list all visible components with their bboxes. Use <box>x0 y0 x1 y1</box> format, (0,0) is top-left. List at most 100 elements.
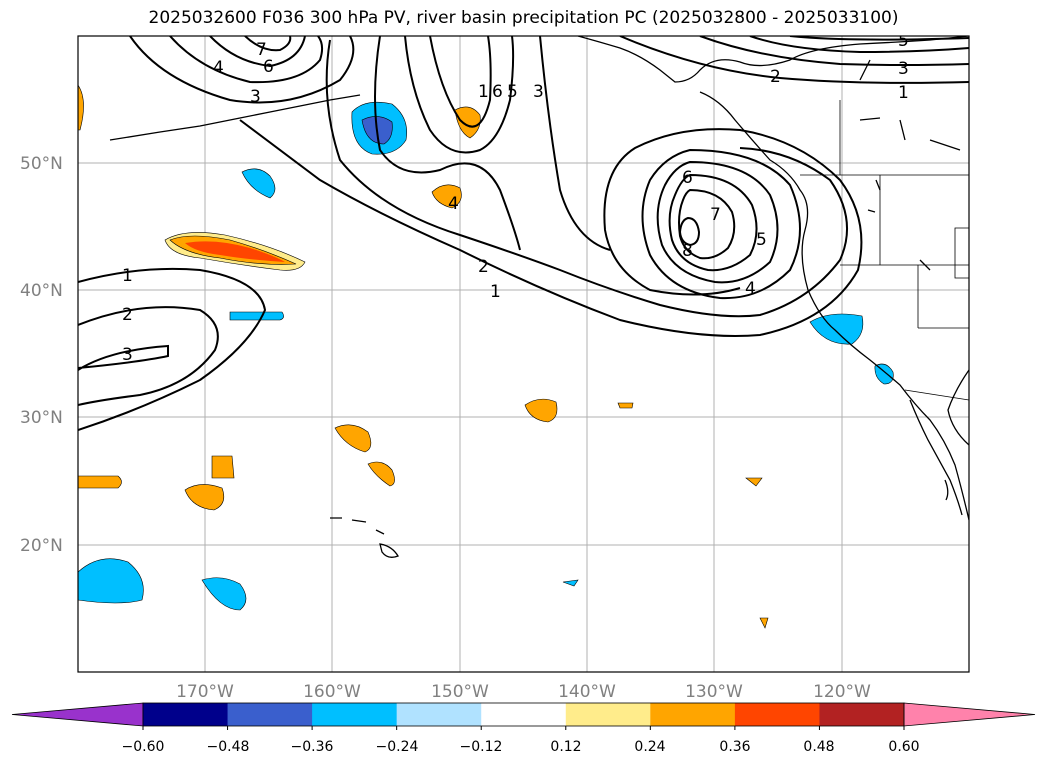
pv-contour-6-low <box>668 173 758 272</box>
pv-contour-5-low <box>656 160 779 284</box>
pv-contour-5-ne <box>789 36 969 41</box>
contour-label: 7 <box>256 40 267 60</box>
colorbar-extend-max <box>903 702 1036 727</box>
colorbar-tick: 0.12 <box>550 739 581 755</box>
lon-label: 120°W <box>813 682 871 702</box>
contour-label: 3 <box>898 59 909 79</box>
contour-label: 8 <box>682 241 693 261</box>
contour-label: 6 <box>492 82 503 102</box>
pv-contour-6-mid <box>429 36 492 128</box>
pv-contour-3-west <box>78 344 169 371</box>
pv-contour-3-east <box>539 36 611 251</box>
lat-label: 30°N <box>20 408 63 428</box>
colorbar-tick: −0.12 <box>460 739 503 755</box>
baja-peninsula <box>909 399 963 516</box>
pv-contour-1-ne <box>619 36 969 84</box>
lat-label: 40°N <box>20 281 63 301</box>
colorbar-tick: 0.36 <box>719 739 750 755</box>
colorbar-segment <box>396 703 482 726</box>
colorbar-tick: −0.24 <box>376 739 419 755</box>
longitude-labels: 170°W 160°W 150°W 140°W 130°W 120°W <box>176 682 871 702</box>
west-coast <box>699 91 969 521</box>
interior-lakes <box>859 59 961 151</box>
colorbar-segment <box>819 703 905 726</box>
pv-contour-1-main <box>239 119 863 337</box>
contour-label: 5 <box>507 82 518 102</box>
colorbar-segment <box>565 703 651 726</box>
colorbar-segment <box>227 703 313 726</box>
pv-contour-2-west <box>78 306 219 406</box>
state-borders <box>840 175 969 401</box>
lon-label: 160°W <box>303 682 361 702</box>
colorbar-tick: −0.48 <box>207 739 250 755</box>
colorbar-border <box>142 702 905 727</box>
precip-shading <box>78 84 894 629</box>
contour-label: 4 <box>448 194 459 214</box>
pv-contour-3-north <box>129 36 355 104</box>
map-frame-background <box>78 36 969 672</box>
contour-label: 4 <box>213 58 224 78</box>
contour-label: 4 <box>745 279 756 299</box>
borders <box>800 100 969 401</box>
lat-label: 50°N <box>20 154 63 174</box>
contour-label: 7 <box>710 205 721 225</box>
colorbar-segment <box>481 703 567 726</box>
pv-contour-8-low <box>678 216 701 247</box>
pv-contour-4-mid <box>404 36 515 154</box>
contour-label: 1 <box>478 82 489 102</box>
colorbar-tick: 0.48 <box>803 739 834 755</box>
colorbar-segment <box>734 703 820 726</box>
contour-label: 3 <box>533 82 544 102</box>
pv-contour-7-north <box>244 36 292 52</box>
lon-label: 170°W <box>176 682 234 702</box>
pv-contour-4-ne <box>749 36 969 54</box>
contour-label: 1 <box>490 282 501 302</box>
pv-contour-3-ne <box>699 36 969 66</box>
colorbar-tick: −0.36 <box>291 739 334 755</box>
colorbar-extend-min <box>11 702 144 727</box>
colorbar <box>11 702 1036 730</box>
pv-contour-3-mid <box>374 36 521 251</box>
contour-label: 3 <box>250 87 261 107</box>
aleutian-chain <box>109 94 361 141</box>
map-title: 2025032600 F036 300 hPa PV, river basin … <box>148 8 899 28</box>
lon-label: 130°W <box>685 682 743 702</box>
pv-contour-4-low <box>641 148 801 300</box>
baja-tip <box>944 479 949 501</box>
contour-label: 2 <box>478 257 489 277</box>
lon-label: 140°W <box>558 682 616 702</box>
contour-label: 1 <box>898 83 909 103</box>
map-border <box>77 35 970 673</box>
contour-label: 6 <box>263 57 274 77</box>
pv-contours <box>78 36 969 431</box>
pv-contour-2-main <box>325 39 849 318</box>
pv-contour-7-low <box>678 188 736 260</box>
colorbar-segment <box>650 703 736 726</box>
pv-contour-4-north <box>169 36 324 84</box>
colorbar-segment <box>143 703 229 726</box>
contour-labels: 7 6 4 3 1 6 5 3 4 5 3 2 1 2 1 6 7 5 4 8 … <box>122 31 909 365</box>
colorbar-tick: 0.60 <box>888 739 919 755</box>
contour-label: 5 <box>756 230 767 250</box>
lon-label: 150°W <box>431 682 489 702</box>
pv-contour-6-north <box>209 36 306 68</box>
contour-label: 5 <box>898 31 909 51</box>
latitude-labels: 50°N 40°N 30°N 20°N <box>20 154 63 556</box>
colorbar-tick: 0.24 <box>634 739 665 755</box>
pv-contour-1-west <box>78 267 267 431</box>
contour-label: 2 <box>770 67 781 87</box>
colorbar-tick-labels: −0.60 −0.48 −0.36 −0.24 −0.12 0.12 0.24 … <box>122 739 920 755</box>
hawaii-islands <box>330 517 399 558</box>
colorbar-tick: −0.60 <box>122 739 165 755</box>
contour-label: 3 <box>122 345 133 365</box>
lat-label: 20°N <box>20 536 63 556</box>
region-box <box>954 227 969 279</box>
contour-label: 6 <box>682 168 693 188</box>
coastlines <box>109 36 969 558</box>
contour-label: 1 <box>122 266 133 286</box>
alaska-coast <box>577 36 969 83</box>
colorbar-segment <box>312 703 398 726</box>
contour-label: 2 <box>122 305 133 325</box>
precip-blob-positive <box>78 84 84 131</box>
